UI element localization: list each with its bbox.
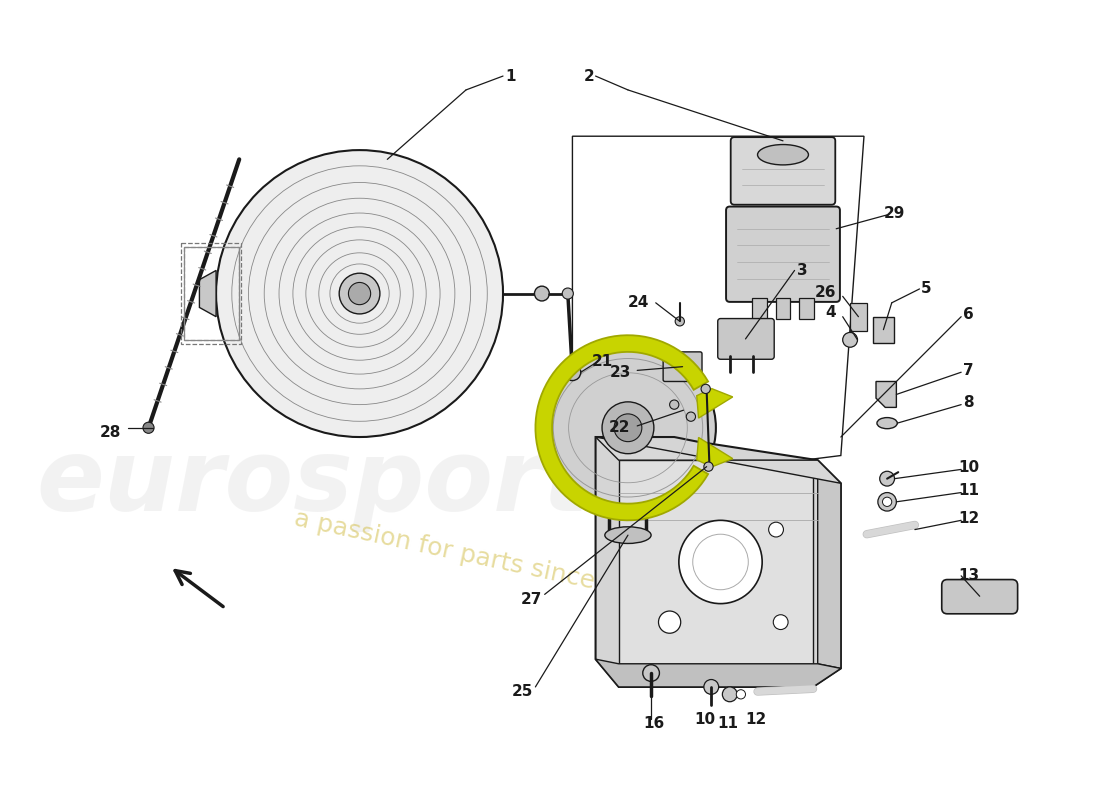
Bar bbox=[873, 317, 893, 342]
Polygon shape bbox=[595, 659, 840, 687]
Circle shape bbox=[143, 422, 154, 434]
Text: 24: 24 bbox=[628, 295, 649, 310]
Text: 4: 4 bbox=[826, 305, 836, 319]
Polygon shape bbox=[595, 437, 840, 483]
Circle shape bbox=[701, 384, 711, 394]
Polygon shape bbox=[817, 460, 840, 669]
FancyBboxPatch shape bbox=[942, 579, 1018, 614]
Text: 13: 13 bbox=[958, 568, 979, 583]
Text: 22: 22 bbox=[609, 420, 630, 435]
Bar bbox=[184, 247, 239, 340]
Polygon shape bbox=[696, 389, 733, 418]
Bar bbox=[184, 247, 239, 340]
Circle shape bbox=[349, 282, 371, 305]
Circle shape bbox=[642, 665, 659, 682]
Polygon shape bbox=[595, 437, 840, 687]
Ellipse shape bbox=[540, 346, 716, 510]
Text: 23: 23 bbox=[609, 365, 630, 380]
Text: 12: 12 bbox=[958, 511, 979, 526]
Text: 5: 5 bbox=[921, 282, 932, 297]
FancyBboxPatch shape bbox=[730, 137, 835, 205]
FancyBboxPatch shape bbox=[663, 352, 702, 382]
Text: a passion for parts since 1985: a passion for parts since 1985 bbox=[293, 506, 668, 609]
Circle shape bbox=[736, 690, 746, 699]
Circle shape bbox=[723, 687, 737, 702]
Text: 2: 2 bbox=[584, 69, 594, 83]
Text: 3: 3 bbox=[796, 263, 807, 278]
Bar bbox=[752, 298, 768, 318]
Circle shape bbox=[670, 400, 679, 410]
Bar bbox=[776, 298, 791, 318]
Text: 10: 10 bbox=[958, 460, 979, 475]
Text: 10: 10 bbox=[694, 712, 715, 727]
Circle shape bbox=[769, 522, 783, 537]
Text: 7: 7 bbox=[964, 363, 974, 378]
Bar bbox=[850, 303, 867, 330]
Circle shape bbox=[704, 462, 713, 471]
Ellipse shape bbox=[877, 418, 898, 429]
Polygon shape bbox=[696, 438, 733, 467]
Text: 11: 11 bbox=[958, 483, 979, 498]
Circle shape bbox=[339, 273, 380, 314]
Text: 1: 1 bbox=[505, 69, 516, 83]
Circle shape bbox=[843, 333, 858, 347]
Ellipse shape bbox=[758, 145, 808, 165]
Text: 21: 21 bbox=[592, 354, 613, 369]
Bar bbox=[799, 298, 814, 318]
Text: eurosport: eurosport bbox=[36, 435, 591, 532]
Ellipse shape bbox=[605, 527, 651, 543]
Text: 6: 6 bbox=[964, 307, 974, 322]
Circle shape bbox=[773, 614, 788, 630]
Text: 29: 29 bbox=[883, 206, 905, 221]
Text: 27: 27 bbox=[520, 593, 542, 607]
Circle shape bbox=[659, 611, 681, 634]
Circle shape bbox=[535, 286, 549, 301]
Circle shape bbox=[564, 364, 581, 381]
Circle shape bbox=[216, 150, 503, 437]
Circle shape bbox=[602, 402, 653, 454]
Circle shape bbox=[704, 679, 718, 694]
Circle shape bbox=[675, 317, 684, 326]
Circle shape bbox=[686, 412, 695, 422]
Circle shape bbox=[614, 414, 641, 442]
Circle shape bbox=[880, 471, 894, 486]
FancyBboxPatch shape bbox=[726, 206, 840, 302]
FancyBboxPatch shape bbox=[717, 318, 774, 359]
Polygon shape bbox=[199, 270, 216, 317]
Text: 26: 26 bbox=[815, 285, 836, 300]
Circle shape bbox=[679, 520, 762, 604]
Circle shape bbox=[562, 288, 573, 299]
Polygon shape bbox=[618, 460, 813, 664]
Text: 8: 8 bbox=[964, 395, 974, 410]
Text: 16: 16 bbox=[644, 717, 664, 731]
Bar bbox=[180, 242, 241, 345]
Circle shape bbox=[878, 493, 896, 511]
Circle shape bbox=[882, 497, 892, 506]
Text: 12: 12 bbox=[745, 712, 767, 727]
Polygon shape bbox=[536, 335, 708, 520]
Text: 11: 11 bbox=[717, 717, 738, 731]
Text: 28: 28 bbox=[99, 425, 121, 440]
Polygon shape bbox=[876, 382, 896, 407]
Text: 25: 25 bbox=[512, 684, 532, 699]
